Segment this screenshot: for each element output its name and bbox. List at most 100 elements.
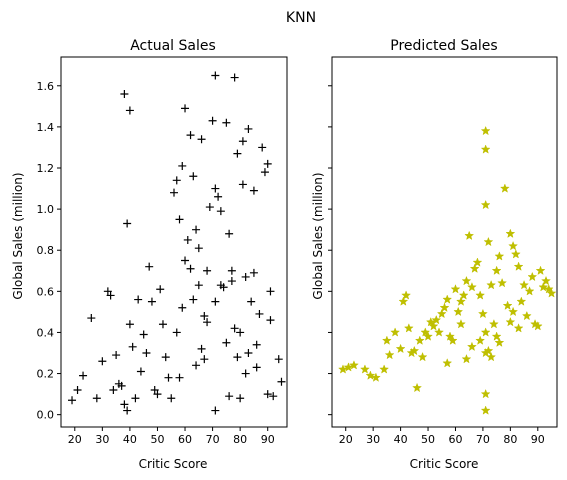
data-point (106, 291, 115, 300)
data-point (483, 345, 494, 356)
plot-frame-actual (60, 56, 288, 428)
data-point (197, 135, 206, 144)
data-point (123, 219, 132, 228)
data-point (227, 277, 236, 286)
data-point (480, 144, 491, 154)
data-point (205, 203, 214, 212)
data-point (186, 264, 195, 273)
x-tick-label: 20 (68, 433, 82, 446)
data-point (472, 257, 483, 267)
data-point (194, 244, 203, 253)
data-point (142, 349, 151, 357)
data-point (120, 400, 129, 409)
data-point (434, 327, 444, 337)
data-point (480, 388, 491, 399)
data-point (247, 297, 256, 306)
data-point (538, 282, 549, 292)
data-point (164, 373, 173, 382)
data-point (483, 236, 494, 247)
panel-title-actual: Actual Sales (130, 38, 216, 54)
data-point (436, 308, 447, 319)
data-point (98, 357, 107, 366)
data-point (150, 386, 159, 394)
data-point (181, 256, 190, 265)
data-point (260, 168, 269, 177)
x-tick-label: 80 (503, 433, 517, 446)
data-point (186, 131, 195, 140)
x-tick-label: 30 (95, 433, 109, 446)
data-point (128, 342, 137, 351)
data-point (398, 296, 409, 306)
data-point (192, 225, 201, 234)
data-point (252, 363, 261, 372)
data-point (211, 184, 220, 193)
data-point (464, 230, 475, 241)
data-point (258, 143, 267, 152)
data-point (384, 349, 395, 360)
data-point (109, 386, 118, 394)
data-point (236, 328, 245, 337)
data-point (395, 343, 406, 354)
data-point (532, 321, 543, 331)
data-point (461, 353, 472, 364)
y-tick-label: 0.0 (37, 409, 55, 422)
data-point (477, 308, 488, 319)
data-point (469, 263, 480, 273)
data-point (475, 335, 486, 345)
data-point (535, 265, 546, 275)
points-predicted (338, 125, 557, 415)
data-point (211, 406, 220, 415)
data-point (527, 271, 538, 282)
data-point (442, 358, 453, 368)
data-point (480, 125, 491, 136)
data-point (189, 172, 198, 181)
data-point (103, 287, 112, 296)
x-tick-label: 20 (339, 433, 353, 446)
x-tick-label: 40 (394, 433, 408, 446)
data-point (200, 312, 209, 320)
data-point (194, 281, 203, 290)
data-point (499, 183, 510, 193)
data-point (175, 373, 184, 382)
panel-title-predicted: Predicted Sales (390, 38, 497, 54)
data-point (244, 124, 253, 133)
data-point (214, 192, 223, 201)
data-point (543, 284, 554, 294)
data-point (359, 364, 370, 374)
data-point (263, 159, 272, 168)
data-point (200, 355, 209, 364)
data-point (192, 361, 201, 370)
data-point (423, 331, 433, 341)
data-point (241, 272, 250, 281)
data-point (197, 344, 206, 353)
data-point (442, 294, 453, 304)
data-point (508, 240, 519, 251)
data-point (428, 321, 439, 331)
data-point (466, 341, 477, 352)
x-tick-label: 60 (448, 433, 462, 446)
data-point (125, 320, 134, 329)
data-point (401, 290, 412, 300)
data-point (68, 396, 77, 405)
data-point (203, 318, 212, 327)
data-point (120, 90, 129, 98)
data-point (153, 390, 162, 399)
data-point (417, 351, 428, 362)
data-point (225, 229, 234, 238)
data-point (450, 284, 461, 294)
data-point (158, 320, 167, 329)
data-point (167, 394, 176, 403)
data-point (170, 188, 178, 197)
data-point (458, 290, 469, 300)
x-tick-label: 60 (178, 433, 192, 446)
data-point (480, 199, 491, 210)
data-point (513, 323, 524, 333)
data-point (244, 349, 253, 357)
data-point (439, 302, 450, 312)
data-point (502, 300, 513, 310)
data-point (161, 353, 170, 362)
data-point (181, 104, 190, 113)
x-tick-label: 80 (233, 433, 247, 446)
data-point (403, 323, 414, 333)
